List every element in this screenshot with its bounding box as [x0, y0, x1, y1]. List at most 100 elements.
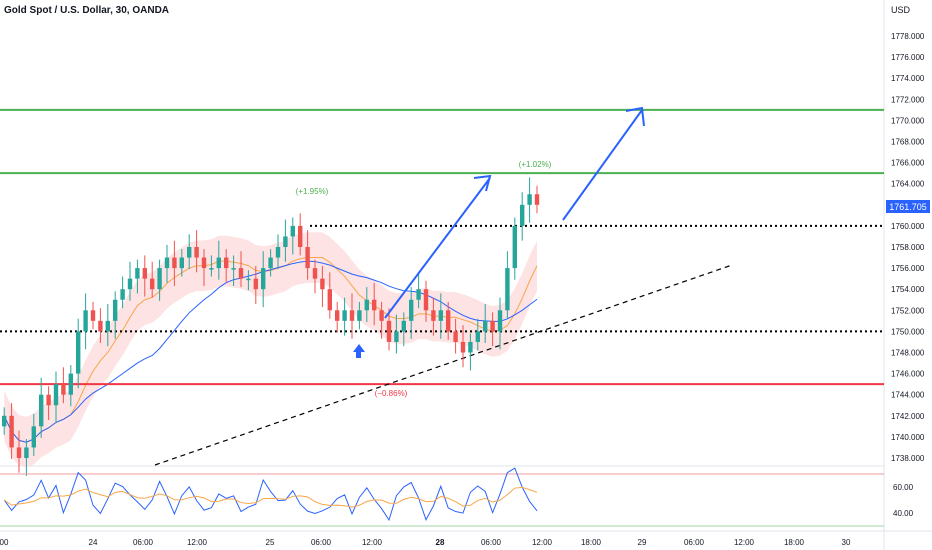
price-axis-tick: 1776.000 [891, 53, 925, 62]
pct-label-upper-left: (+1.95%) [296, 187, 329, 196]
candle-body [113, 299, 118, 321]
projection-arrow-2-head [625, 106, 645, 127]
projection-arrow-1-head [473, 174, 492, 192]
candle-body [127, 278, 133, 290]
candle-body [386, 320, 392, 342]
candle-body [446, 310, 451, 332]
candle-body [409, 299, 414, 321]
candle-body [401, 320, 406, 332]
candle-body [268, 257, 273, 269]
arrows-layer [353, 106, 645, 358]
time-axis-tick: 12:00 [362, 538, 383, 547]
price-axis[interactable]: 1778.000 1776.000 1774.000 1772.000 1770.000… [891, 32, 925, 463]
candle-body [520, 204, 525, 226]
time-axis-tick: 12:00 [187, 538, 208, 547]
up-marker-icon [353, 344, 365, 358]
candle-body [179, 257, 184, 269]
price-axis-tick: 1768.000 [891, 138, 925, 147]
candle-body [90, 310, 96, 321]
candle-body [431, 310, 436, 321]
candle-body [53, 384, 59, 406]
candle-body [305, 247, 310, 269]
candle-body [9, 415, 14, 448]
candle-body [46, 394, 51, 406]
projection-arrow-2[interactable] [562, 109, 643, 221]
candle-body [475, 331, 480, 342]
price-axis-tick: 1764.000 [891, 180, 925, 189]
price-axis-tick: 1758.000 [891, 243, 925, 252]
price-axis-tick: 1772.000 [891, 95, 925, 104]
candle-body [490, 320, 495, 332]
candle-body [157, 268, 162, 290]
price-axis-tick: 1746.000 [891, 370, 925, 379]
price-axis-tick: 1774.000 [891, 74, 925, 83]
candle-body [68, 373, 73, 395]
time-axis-tick: 06:00 [311, 538, 332, 547]
oscillator-pane[interactable] [0, 467, 884, 527]
candle-body [150, 278, 155, 290]
time-axis-tick: 06:00 [481, 538, 502, 547]
candle-body [394, 331, 399, 342]
candle-body [349, 310, 355, 321]
candle-body [320, 278, 325, 290]
candle-body [261, 268, 266, 290]
candle-body [438, 310, 443, 321]
candle-body [31, 426, 36, 448]
candle-body [327, 289, 332, 311]
candle-body [142, 268, 147, 279]
candle-body [312, 268, 318, 279]
candle-body [468, 341, 473, 353]
projection-arrow-1[interactable] [384, 177, 491, 319]
oscillator-label-40: 40.00 [893, 509, 914, 518]
candle-body [238, 268, 244, 279]
candle-body [83, 310, 88, 332]
price-axis-tick: 1752.000 [891, 306, 925, 315]
candle-body [253, 278, 258, 290]
price-axis-tick: 1744.000 [891, 391, 925, 400]
candle-body [534, 194, 540, 205]
candle-body [39, 394, 44, 427]
time-axis[interactable]: 00 24 06:00 12:00 25 06:00 12:00 28 06:00 12:00 18… [0, 538, 851, 547]
candle-body [379, 310, 384, 321]
oscillator-line [3, 467, 538, 522]
currency-label: USD [891, 5, 911, 15]
candle-body [497, 310, 503, 332]
current-price-label: 1761.705 [889, 202, 927, 212]
candle-body [372, 299, 377, 311]
candle-body [120, 289, 125, 300]
current-price-tag [886, 200, 930, 213]
price-axis-tick: 1742.000 [891, 412, 925, 421]
candles-layer [2, 177, 540, 476]
candle-body [364, 299, 369, 311]
candle-body [483, 320, 488, 332]
candle-body [164, 257, 170, 269]
trendline-dashed[interactable] [154, 264, 733, 466]
candle-body [335, 310, 340, 321]
candle-body [61, 384, 66, 395]
candle-body [512, 225, 517, 269]
time-axis-tick: 06:00 [684, 538, 705, 547]
price-axis-tick: 1738.000 [891, 454, 925, 463]
oscillator-signal-line [3, 486, 538, 508]
time-axis-tick: 24 [89, 538, 98, 547]
time-axis-tick: 29 [638, 538, 647, 547]
candle-body [246, 278, 251, 281]
candle-body [290, 225, 295, 237]
candle-body [283, 236, 288, 247]
time-axis-tick: 18:00 [784, 538, 805, 547]
candle-body [194, 247, 199, 258]
price-axis-tick: 1766.000 [891, 159, 925, 168]
chart-title: Gold Spot / U.S. Dollar, 30, OANDA [4, 5, 170, 16]
time-axis-tick: 28 [436, 538, 445, 547]
candle-body [172, 257, 177, 269]
price-axis-tick: 1740.000 [891, 433, 925, 442]
candle-body [201, 257, 207, 269]
pct-label-upper-right: (+1.02%) [519, 160, 552, 169]
time-axis-tick: 30 [842, 538, 851, 547]
price-axis-tick: 1778.000 [891, 32, 925, 41]
price-axis-tick: 1760.000 [891, 222, 925, 231]
price-axis-tick: 1770.000 [891, 116, 925, 125]
price-axis-tick: 1750.000 [891, 327, 925, 336]
